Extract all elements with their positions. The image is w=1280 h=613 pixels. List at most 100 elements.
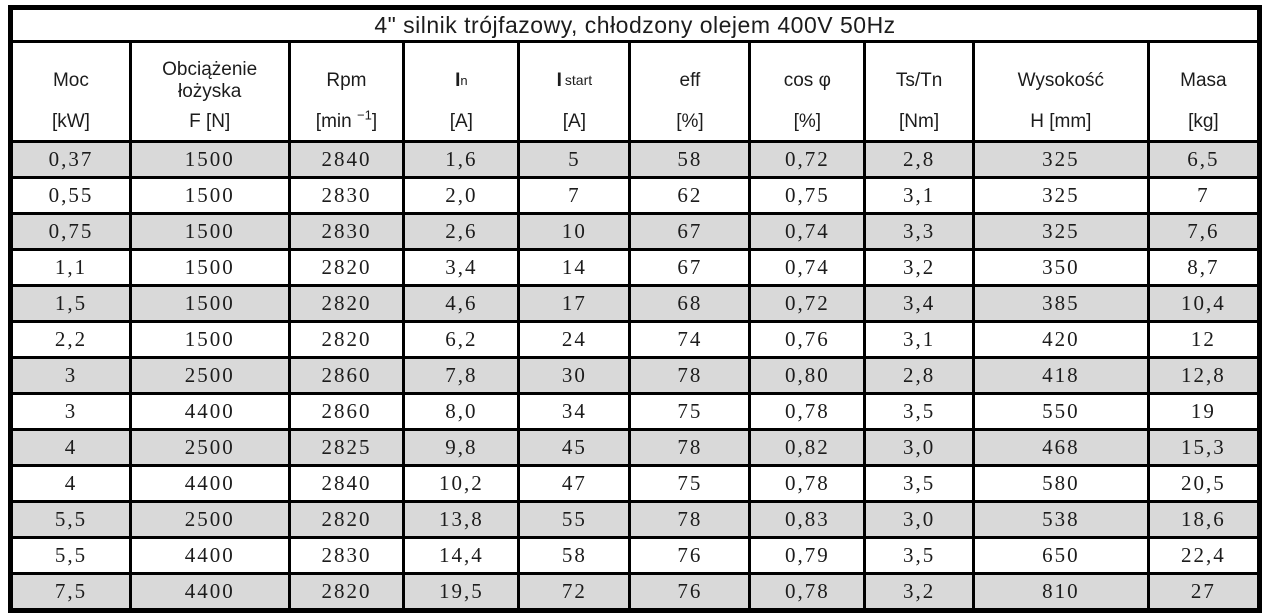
table-cell: 550 (971, 392, 1150, 431)
column-unit: [kg] (1188, 111, 1219, 132)
table-cell: 1,1 (9, 248, 132, 287)
table-cell: 67 (628, 248, 752, 287)
table-cell: 2,6 (402, 212, 521, 251)
table-cell: 14 (517, 248, 632, 287)
column-label: Wysokość (1017, 69, 1105, 91)
table-cell: 14,4 (402, 536, 521, 575)
table-title-row: 4" silnik trójfazowy, chłodzony olejem 4… (9, 6, 1261, 43)
table-cell: 12,8 (1146, 356, 1262, 395)
table-cell: 1500 (128, 140, 291, 179)
table-cell: 2,0 (402, 176, 521, 215)
table-cell: 0,74 (748, 212, 867, 251)
table-cell: 2,2 (9, 320, 132, 359)
table-cell: 75 (628, 392, 752, 431)
table-cell: 4,6 (402, 284, 521, 323)
table-cell: 62 (628, 176, 752, 215)
table-cell: 580 (971, 464, 1150, 503)
table-cell: 0,83 (748, 500, 867, 539)
table-row: 5,5 4400 2830 14,4 58 76 0,79 3,5 650 22,4 (9, 536, 1262, 575)
table-cell: 0,76 (748, 320, 867, 359)
column-label: cos φ (783, 69, 831, 91)
table-cell: 24 (517, 320, 632, 359)
table-cell: 2820 (287, 248, 406, 287)
table-cell: 3,4 (402, 248, 521, 287)
table-cell: 0,75 (748, 176, 867, 215)
table-cell: 3,5 (863, 536, 975, 575)
table-cell: 2,8 (863, 356, 975, 395)
table-cell: 3,2 (863, 572, 975, 612)
table-row: 7,5 4400 2820 19,5 72 76 0,78 3,2 810 27 (9, 572, 1262, 612)
table-cell: 10 (517, 212, 632, 251)
table-cell: 2830 (287, 212, 406, 251)
column-unit: [A] (562, 111, 586, 132)
table-row: 3 2500 2860 7,8 30 78 0,80 2,8 418 12,8 (9, 356, 1262, 395)
table-cell: 2840 (287, 140, 406, 179)
label-subscript: n (460, 73, 468, 88)
table-cell: 1500 (128, 320, 291, 359)
table-cell: 78 (628, 500, 752, 539)
unit-superscript: −1 (356, 107, 372, 123)
column-unit: [min −1] (315, 107, 378, 132)
column-header-obciazenie-lozyska: Obciążenie łożyska F [N] (128, 40, 291, 143)
table-cell: 2,8 (863, 140, 975, 179)
column-label: Rpm (326, 69, 367, 91)
table-cell: 350 (971, 248, 1150, 287)
table-cell: 76 (628, 536, 752, 575)
table-cell: 55 (517, 500, 632, 539)
table-cell: 5,5 (9, 536, 132, 575)
table-cell: 58 (517, 536, 632, 575)
table-cell: 15,3 (1146, 428, 1262, 467)
table-cell: 8,0 (402, 392, 521, 431)
table-cell: 0,72 (748, 284, 867, 323)
table-cell: 2860 (287, 356, 406, 395)
table-cell: 3,1 (863, 176, 975, 215)
table-cell: 2500 (128, 500, 291, 539)
table-cell: 0,72 (748, 140, 867, 179)
table-row: 1,1 1500 2820 3,4 14 67 0,74 3,2 350 8,7 (9, 248, 1262, 287)
column-label: Obciążenie łożyska (162, 58, 258, 102)
table-cell: 74 (628, 320, 752, 359)
table-cell: 0,37 (9, 140, 132, 179)
table-cell: 2820 (287, 500, 406, 539)
table-cell: 4400 (128, 536, 291, 575)
table-cell: 385 (971, 284, 1150, 323)
table-cell: 30 (517, 356, 632, 395)
table-cell: 468 (971, 428, 1150, 467)
column-header-eff: eff [%] (628, 40, 752, 143)
table-cell: 650 (971, 536, 1150, 575)
table-row: 4 4400 2840 10,2 47 75 0,78 3,5 580 20,5 (9, 464, 1262, 503)
table-cell: 7,6 (1146, 212, 1262, 251)
table-cell: 538 (971, 500, 1150, 539)
table-cell: 72 (517, 572, 632, 612)
table-cell: 17 (517, 284, 632, 323)
table-cell: 325 (971, 176, 1150, 215)
table-row: 4 2500 2825 9,8 45 78 0,82 3,0 468 15,3 (9, 428, 1262, 467)
table-cell: 810 (971, 572, 1150, 612)
table-row: 1,5 1500 2820 4,6 17 68 0,72 3,4 385 10,4 (9, 284, 1262, 323)
table-cell: 0,78 (748, 392, 867, 431)
table-cell: 78 (628, 428, 752, 467)
column-header-masa: Masa [kg] (1146, 40, 1262, 143)
table-cell: 2820 (287, 572, 406, 612)
table-cell: 7 (1146, 176, 1262, 215)
table-cell: 6,2 (402, 320, 521, 359)
table-cell: 4400 (128, 572, 291, 612)
table-cell: 3,1 (863, 320, 975, 359)
table-row: 2,2 1500 2820 6,2 24 74 0,76 3,1 420 12 (9, 320, 1262, 359)
table-cell: 2825 (287, 428, 406, 467)
table-cell: 47 (517, 464, 632, 503)
column-header-cos-phi: cos φ [%] (748, 40, 867, 143)
table-row: 0,55 1500 2830 2,0 7 62 0,75 3,1 325 7 (9, 176, 1262, 215)
table-cell: 4400 (128, 464, 291, 503)
column-unit: [%] (793, 111, 822, 132)
table-row: 5,5 2500 2820 13,8 55 78 0,83 3,0 538 18,6 (9, 500, 1262, 539)
table-cell: 2820 (287, 320, 406, 359)
table-cell: 3,2 (863, 248, 975, 287)
column-label: Moc (52, 69, 89, 91)
table-cell: 67 (628, 212, 752, 251)
column-unit: H [mm] (1030, 111, 1092, 132)
column-header-ts-tn: Ts/Tn [Nm] (863, 40, 975, 143)
table-cell: 2820 (287, 284, 406, 323)
